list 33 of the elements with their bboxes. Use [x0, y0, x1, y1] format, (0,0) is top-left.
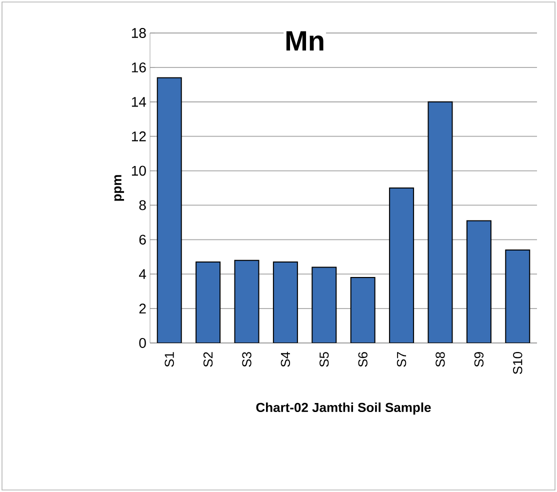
- y-tick-label: 10: [132, 166, 146, 176]
- x-tick-label: S3: [242, 352, 252, 367]
- y-tick-label: 18: [132, 28, 146, 38]
- y-tick-label: 6: [139, 234, 146, 245]
- bar: [428, 101, 453, 343]
- x-tick-label: S8: [436, 352, 445, 367]
- x-tick-label: S1: [164, 352, 174, 367]
- x-tick-label: S5: [320, 352, 329, 367]
- bar: [389, 187, 414, 343]
- y-axis-title: ppm: [114, 175, 124, 201]
- x-tick-label: S4: [280, 352, 290, 367]
- x-tick-label: S6: [358, 352, 368, 367]
- x-tick-label: S7: [396, 352, 406, 367]
- bar: [156, 77, 182, 343]
- bar: [234, 260, 260, 343]
- y-tick-label: 2: [139, 304, 146, 314]
- y-tick-label: 16: [132, 62, 146, 72]
- y-tick-label: 0: [139, 338, 146, 348]
- bar: [272, 262, 298, 343]
- x-tick-label: S10: [513, 352, 522, 374]
- x-tick-label: S2: [203, 352, 213, 367]
- bar: [312, 266, 337, 343]
- bar: [505, 249, 530, 343]
- bar: [196, 262, 221, 343]
- y-tick-label: 14: [132, 97, 146, 107]
- x-axis-title: Chart-02 Jamthi Soil Sample: [256, 402, 431, 415]
- chart-title: Mn: [286, 31, 324, 51]
- bar: [350, 277, 376, 343]
- x-tick-label: S9: [474, 352, 484, 367]
- bar: [466, 220, 492, 343]
- y-tick-label: 8: [139, 200, 146, 210]
- y-tick-label: 4: [139, 269, 146, 279]
- y-tick-label: 12: [132, 131, 146, 142]
